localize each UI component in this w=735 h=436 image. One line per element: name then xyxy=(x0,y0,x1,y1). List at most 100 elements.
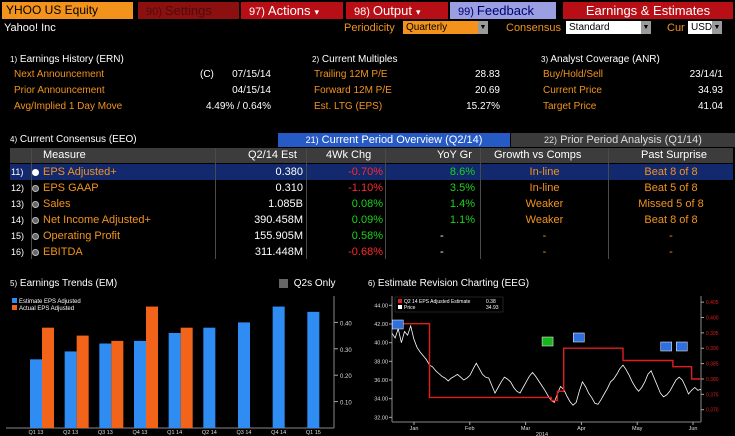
x-tick-label: Q4 13 xyxy=(133,430,148,436)
section-label: Current Consensus (EEO) xyxy=(19,134,137,145)
radio-button[interactable] xyxy=(32,164,39,180)
y-tick-label-right: 0.400 xyxy=(706,316,719,322)
earnings-history-title[interactable]: 1) Earnings History (ERN) xyxy=(10,54,124,65)
column-divider xyxy=(385,148,386,259)
column-divider xyxy=(480,148,481,259)
analyst-coverage-title[interactable]: 3) Analyst Coverage (ANR) xyxy=(541,54,660,65)
feedback-button[interactable]: 99) Feedback xyxy=(450,2,556,19)
summary-value: 07/15/14 xyxy=(232,69,271,80)
actions-button[interactable]: 97) Actions ▾ xyxy=(241,2,343,19)
radio-button[interactable] xyxy=(32,196,39,212)
actions-label: Actions xyxy=(267,3,311,18)
cell-growth-comps: Weaker xyxy=(525,198,564,210)
col-past-surprise[interactable]: Past Surprise xyxy=(641,149,708,161)
summary-label: Buy/Hold/Sell xyxy=(543,69,604,80)
summary-value: 04/15/14 xyxy=(232,85,271,96)
checkbox-label: Q2s Only xyxy=(293,278,336,289)
summary-label: Est. LTG (EPS) xyxy=(314,101,383,112)
bar-estimate xyxy=(272,306,285,428)
y-tick-label-right: 0.375 xyxy=(706,392,719,398)
cell-growth-comps: - xyxy=(542,230,547,242)
table-row[interactable]: 13) Sales 1.085B 0.08% 1.4% Weaker Missed 5 of… xyxy=(10,196,733,212)
revision-chart-title[interactable]: 6) Estimate Revision Charting (EEG) xyxy=(368,278,529,289)
table-row[interactable]: 15) Operating Profit 155.905M 0.58% - - - xyxy=(10,228,733,244)
x-tick-label: Q1 14 xyxy=(167,430,182,436)
current-multiples-title: 2) Current Multiples xyxy=(312,54,398,65)
page-title: Earnings & Estimates xyxy=(563,2,733,19)
x-tick-label: Q3 13 xyxy=(98,430,113,436)
table-row[interactable]: 11) EPS Adjusted+ 0.380 -0.70% 8.6% In-line Be… xyxy=(10,164,733,180)
y-tick-label: 32.00 xyxy=(374,415,388,421)
cell-4wk-chg: -0.70% xyxy=(348,166,383,178)
x-tick-label: May xyxy=(632,426,643,432)
output-button[interactable]: 98) Output ▾ xyxy=(346,2,448,19)
event-marker[interactable] xyxy=(676,341,688,352)
cell-4wk-chg: 0.09% xyxy=(351,214,383,226)
checkbox-icon xyxy=(279,278,288,288)
x-tick-label: Q2 13 xyxy=(63,430,78,436)
chevron-down-icon[interactable]: ▼ xyxy=(712,21,722,34)
radio-button[interactable] xyxy=(32,244,39,260)
event-marker[interactable] xyxy=(391,319,404,330)
col-4wk-chg[interactable]: 4Wk Chg xyxy=(326,149,372,161)
summary-label: Current Price xyxy=(543,85,602,96)
periodicity-select[interactable]: Quarterly xyxy=(403,21,478,34)
summary-row: Forward 12M P/E 20.69 xyxy=(314,85,500,99)
col-yoy[interactable]: YoY Gr xyxy=(437,149,472,161)
legend-swatch-actual xyxy=(12,305,17,310)
x-tick-label: Jan xyxy=(410,426,419,432)
tab-num: 22) xyxy=(544,135,558,145)
actions-num: 97) xyxy=(249,6,265,18)
tab-prior-period[interactable]: 22) Prior Period Analysis (Q1/14) xyxy=(511,133,735,147)
col-estimate[interactable]: Q2/14 Est xyxy=(248,149,297,161)
chevron-down-icon[interactable]: ▼ xyxy=(478,21,488,34)
y-tick-label: 42.00 xyxy=(374,322,388,328)
y-tick-label: 40.00 xyxy=(374,341,388,347)
table-row[interactable]: 16) EBITDA 311.448M -0.68% - - - xyxy=(10,244,733,260)
output-num: 98) xyxy=(354,6,370,18)
section-label: Earnings Trends (EM) xyxy=(19,278,118,289)
table-header: Measure Q2/14 Est 4Wk Chg YoY Gr Growth … xyxy=(10,148,733,163)
section-num: 4) xyxy=(10,135,18,144)
settings-num: 90) xyxy=(146,6,162,18)
output-label: Output xyxy=(372,3,412,18)
cell-past-surprise: Beat 5 of 8 xyxy=(644,182,698,194)
event-marker[interactable] xyxy=(541,336,554,347)
table-row[interactable]: 12) EPS GAAP 0.310 -1.10% 3.5% In-line Beat 5 … xyxy=(10,180,733,196)
radio-button[interactable] xyxy=(32,180,39,196)
row-number: 16) xyxy=(11,247,25,257)
cell-growth-comps: In-line xyxy=(529,166,560,178)
q2s-only-checkbox[interactable]: Q2s Only xyxy=(279,278,335,289)
consensus-select[interactable]: Standard xyxy=(566,21,641,34)
event-marker[interactable] xyxy=(573,332,585,343)
chevron-down-icon[interactable]: ▼ xyxy=(641,21,651,34)
radio-button[interactable] xyxy=(32,212,39,228)
y-tick-label-right: 0.385 xyxy=(706,362,719,368)
col-growth-comps[interactable]: Growth vs Comps xyxy=(494,149,582,161)
currency-select[interactable]: USD xyxy=(688,21,712,34)
summary-row: Current Price 34.93 xyxy=(543,85,723,99)
summary-value: 41.04 xyxy=(697,101,723,112)
section-num: 6) xyxy=(368,279,376,288)
settings-button[interactable]: 90) Settings xyxy=(138,2,239,19)
table-row[interactable]: 14) Net Income Adjusted+ 390.458M 0.09% 1.1%… xyxy=(10,212,733,228)
cell-growth-comps: - xyxy=(542,246,547,258)
col-measure[interactable]: Measure xyxy=(43,149,86,161)
section-label: Earnings History (ERN) xyxy=(19,54,124,65)
earnings-trends-title[interactable]: 5) Earnings Trends (EM) xyxy=(10,278,117,289)
event-marker[interactable] xyxy=(660,341,672,352)
cell-past-surprise: - xyxy=(669,230,673,242)
tab-current-period[interactable]: 21) Current Period Overview (Q2/14) xyxy=(278,133,510,147)
cell-estimate: 390.458M xyxy=(254,214,303,226)
consensus-title[interactable]: 4) Current Consensus (EEO) xyxy=(10,134,137,145)
summary-label: Next Announcement xyxy=(14,69,105,80)
summary-value: 4.49% / 0.64% xyxy=(205,101,271,112)
cell-growth-comps: In-line xyxy=(529,182,560,194)
ticker-field[interactable]: YHOO US Equity xyxy=(2,2,133,19)
radio-button[interactable] xyxy=(32,228,39,244)
legend-label-actual: Actual EPS Adjusted xyxy=(19,306,74,312)
y-tick-label: 0.30 xyxy=(340,348,352,354)
column-divider xyxy=(215,148,216,259)
summary-label: Avg/Implied 1 Day Move xyxy=(14,101,123,112)
summary-label: Target Price xyxy=(543,101,597,112)
